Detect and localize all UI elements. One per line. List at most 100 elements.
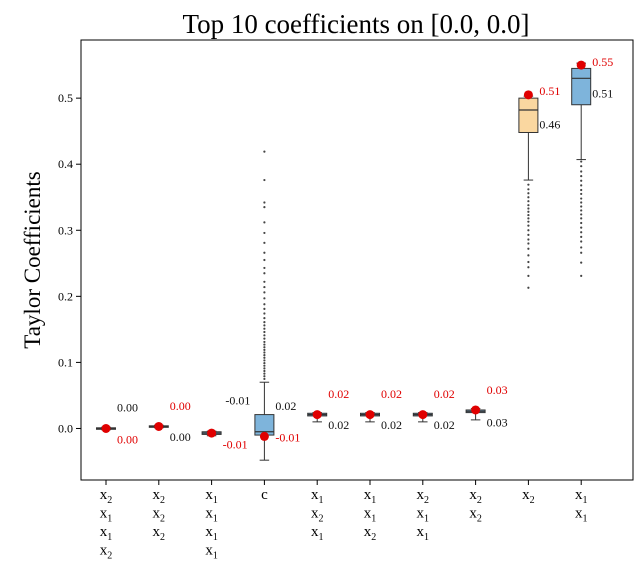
outlier-point (263, 364, 266, 367)
outlier-point (263, 330, 266, 334)
value-label-bottom: 0.03 (487, 416, 508, 430)
outlier-point (263, 297, 266, 300)
outlier-point (527, 192, 530, 195)
value-label-bottom: -0.01 (223, 437, 248, 451)
outlier-point (263, 367, 266, 370)
category-tick-label: x1 (417, 506, 430, 525)
category-tick-label: x1 (100, 506, 113, 525)
outlier-point (263, 221, 266, 224)
outlier-point (263, 206, 266, 209)
highlight-marker (154, 421, 164, 431)
outlier-point (580, 188, 583, 192)
outlier-point (263, 317, 266, 320)
outlier-point (263, 334, 266, 337)
outlier-point (527, 217, 530, 220)
outlier-point (263, 324, 266, 327)
outlier-point (263, 348, 266, 351)
value-label-bottom: -0.01 (275, 431, 300, 445)
outlier-point (263, 346, 266, 349)
outlier-point (580, 221, 583, 225)
category-tick-label: x2 (153, 506, 166, 525)
highlight-marker (259, 431, 269, 441)
outlier-point (527, 204, 530, 207)
outlier-point (263, 369, 266, 373)
outlier-point (527, 213, 530, 217)
category-tick-label: x2 (153, 487, 166, 506)
outlier-point (527, 207, 530, 210)
highlight-marker (576, 60, 586, 70)
outlier-point (580, 226, 583, 229)
outlier-point (527, 224, 530, 227)
outlier-point (580, 231, 583, 234)
value-label-top: 0.02 (275, 399, 296, 413)
iqr-box (571, 67, 592, 106)
outlier-point (580, 261, 583, 264)
category-tick-label: x2 (522, 487, 535, 506)
value-label-top: 0.00 (170, 399, 191, 413)
value-label-bottom: 0.46 (539, 118, 560, 132)
value-label-top: 0.55 (592, 55, 613, 69)
outlier-point (580, 217, 583, 220)
outlier-point (580, 235, 583, 238)
outlier-point (580, 274, 583, 277)
outlier-point (527, 220, 530, 223)
highlight-marker (471, 405, 481, 415)
outlier-point (580, 240, 583, 243)
value-label-left: -0.01 (225, 394, 250, 408)
plot-frame (80, 39, 634, 481)
outlier-point (527, 274, 530, 277)
highlight-marker (365, 410, 375, 420)
outlier-point (580, 192, 583, 196)
outlier-point (580, 251, 583, 254)
outlier-point (263, 361, 266, 365)
outlier-point (527, 183, 530, 186)
plot-layer: 0.00.10.20.30.40.50.000.00x2x1x1x20.000.… (58, 55, 613, 562)
outlier-point (263, 266, 266, 270)
y-tick-label: 0.1 (58, 355, 73, 369)
value-label-top: 0.00 (117, 400, 138, 414)
outlier-point (527, 266, 530, 269)
category-tick-label: x1 (205, 524, 218, 543)
outlier-point (580, 184, 583, 187)
category-tick-label: x1 (364, 487, 377, 506)
outlier-point (263, 280, 266, 283)
outlier-point (263, 340, 266, 344)
outlier-point (263, 285, 266, 289)
category-tick-label: x2 (417, 487, 430, 506)
outlier-point (263, 312, 266, 315)
outlier-point (527, 233, 530, 236)
category-tick-label: x1 (205, 487, 218, 506)
outlier-point (263, 359, 266, 362)
outlier-point (263, 337, 266, 340)
outlier-point (263, 251, 266, 254)
outlier-point (580, 213, 583, 216)
outlier-point (263, 291, 266, 294)
outlier-point (580, 201, 583, 204)
outlier-point (580, 174, 583, 178)
category-tick-label: x1 (100, 524, 113, 543)
category-tick-label: x2 (469, 487, 482, 506)
outlier-point (527, 196, 530, 199)
value-label-top: 0.02 (328, 387, 349, 401)
outlier-point (527, 254, 530, 257)
outlier-point (263, 377, 266, 381)
value-label-top: 0.02 (434, 387, 455, 401)
chart-title: Top 10 coefficients on [0.0, 0.0] (182, 9, 529, 39)
highlight-marker (101, 423, 111, 433)
outlier-point (580, 197, 583, 200)
y-tick-label: 0.3 (58, 223, 73, 237)
category-tick-label: x1 (205, 506, 218, 525)
outlier-point (263, 343, 266, 346)
category-tick-label: x2 (100, 543, 113, 562)
highlight-marker (523, 90, 533, 100)
outlier-point (527, 238, 530, 241)
category-tick-label: x2 (469, 506, 482, 525)
value-label-bottom: 0.00 (117, 433, 138, 447)
highlight-marker (207, 428, 217, 438)
outlier-point (263, 258, 266, 262)
value-label-top: 0.03 (487, 383, 508, 397)
outlier-point (263, 375, 266, 378)
outlier-point (263, 178, 266, 182)
outlier-point (263, 272, 266, 275)
category-tick-label: x2 (364, 524, 377, 543)
